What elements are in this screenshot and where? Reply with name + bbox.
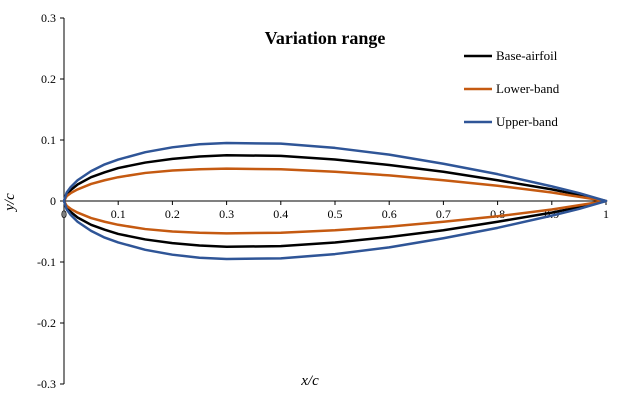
legend-label: Upper-band xyxy=(496,114,558,129)
y-tick-label: 0.2 xyxy=(41,72,56,86)
chart-title: Variation range xyxy=(265,28,386,48)
x-tick-label: 0.5 xyxy=(328,207,343,221)
legend-label: Base-airfoil xyxy=(496,48,558,63)
x-tick-label: 1 xyxy=(603,207,609,221)
y-tick-label: -0.1 xyxy=(37,255,56,269)
y-tick-label: 0 xyxy=(50,194,56,208)
x-tick-label: 0.6 xyxy=(382,207,397,221)
y-tick-label: -0.3 xyxy=(37,377,56,391)
legend-label: Lower-band xyxy=(496,81,560,96)
y-axis-label: y/c xyxy=(2,193,18,213)
y-tick-label: -0.2 xyxy=(37,316,56,330)
x-tick-label: 0.7 xyxy=(436,207,451,221)
x-tick-label: 0.3 xyxy=(219,207,234,221)
x-tick-label: 0.8 xyxy=(490,207,505,221)
tick-labels: 0.3 0.2 0.1 0 -0.1 -0.2 -0.3 0 0.1 0.2 0.3 0.4 0.5 0.… xyxy=(37,11,609,391)
x-tick-label: 0.4 xyxy=(273,207,288,221)
legend: Base-airfoil Lower-band Upper-band xyxy=(464,48,560,129)
x-tick-label: 0 xyxy=(61,207,67,221)
x-tick-label: 0.1 xyxy=(111,207,126,221)
series-lines xyxy=(62,141,608,261)
y-tick-label: 0.1 xyxy=(41,133,56,147)
x-axis-label: x/c xyxy=(300,373,319,389)
x-tick-label: 0.2 xyxy=(165,207,180,221)
y-tick-label: 0.3 xyxy=(41,11,56,25)
series-upper-band xyxy=(62,141,608,261)
